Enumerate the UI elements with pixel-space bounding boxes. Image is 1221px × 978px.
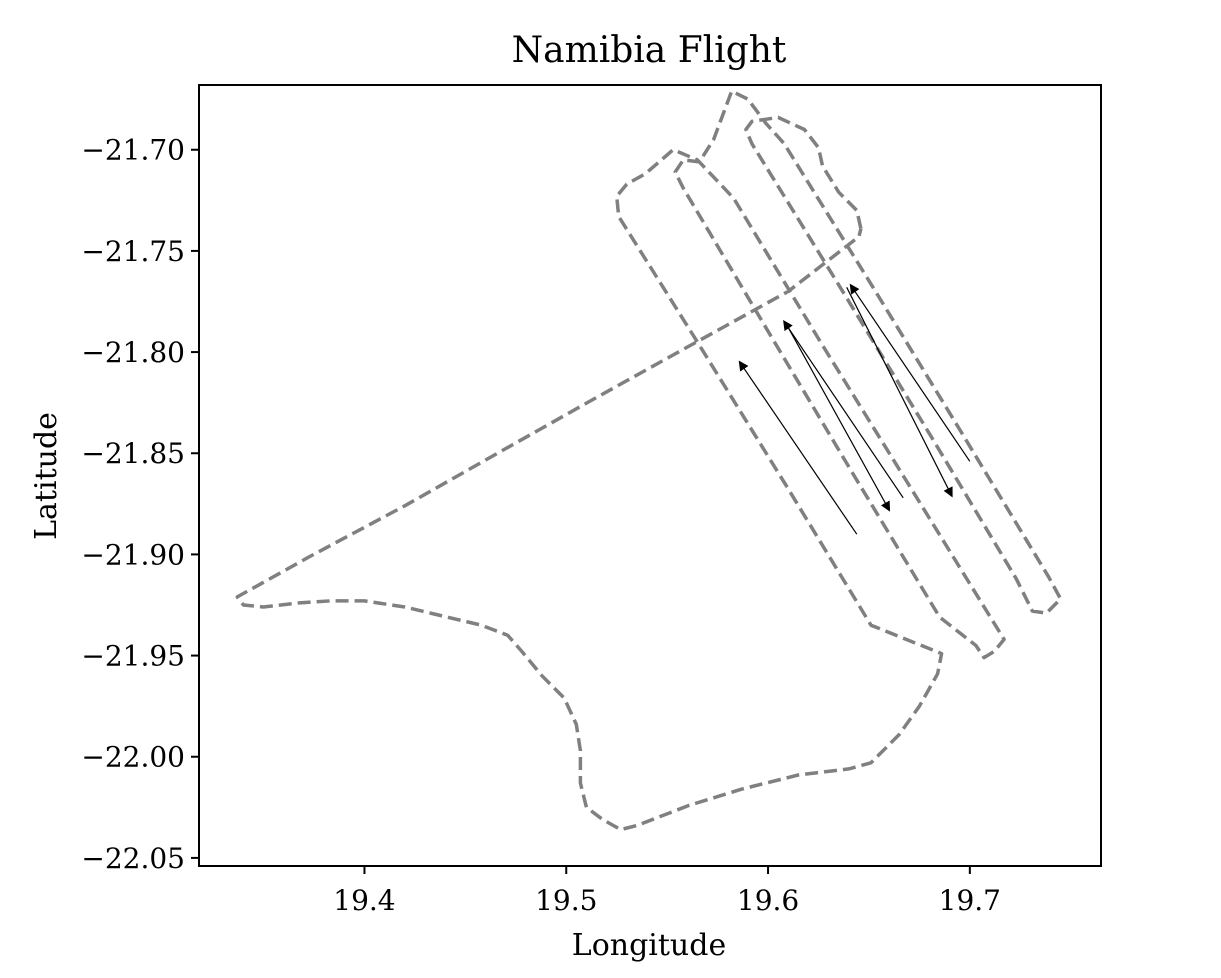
chart-title: Namibia Flight xyxy=(512,30,787,71)
x-tick-label: 19.5 xyxy=(535,884,597,917)
x-axis-label: Longitude xyxy=(572,928,726,963)
x-tick-label: 19.4 xyxy=(333,884,395,917)
y-axis: −21.70 −21.75 −21.80 −21.85 −21.90 −21.95 −22.… xyxy=(81,134,199,875)
direction-arrow xyxy=(783,320,904,499)
direction-arrow xyxy=(785,323,891,512)
direction-arrow xyxy=(846,287,953,498)
plot-area xyxy=(235,89,1063,832)
direction-arrow xyxy=(738,360,858,535)
y-tick-label: −21.95 xyxy=(81,640,185,673)
y-tick-label: −21.80 xyxy=(81,336,185,369)
direction-arrow xyxy=(849,283,971,462)
plot-frame xyxy=(198,84,1102,867)
y-tick-label: −21.90 xyxy=(81,538,185,571)
x-tick-label: 19.6 xyxy=(737,884,799,917)
x-tick-label: 19.7 xyxy=(939,884,1001,917)
y-tick-label: −21.75 xyxy=(81,235,185,268)
y-tick-label: −21.85 xyxy=(81,437,185,470)
x-axis: 19.4 19.5 19.6 19.7 xyxy=(333,866,1001,917)
y-tick-label: −22.05 xyxy=(81,842,185,875)
y-tick-label: −22.00 xyxy=(81,741,185,774)
y-axis-label: Latitude xyxy=(29,412,64,540)
y-tick-label: −21.70 xyxy=(81,134,185,167)
flight-path-line xyxy=(235,89,1063,832)
